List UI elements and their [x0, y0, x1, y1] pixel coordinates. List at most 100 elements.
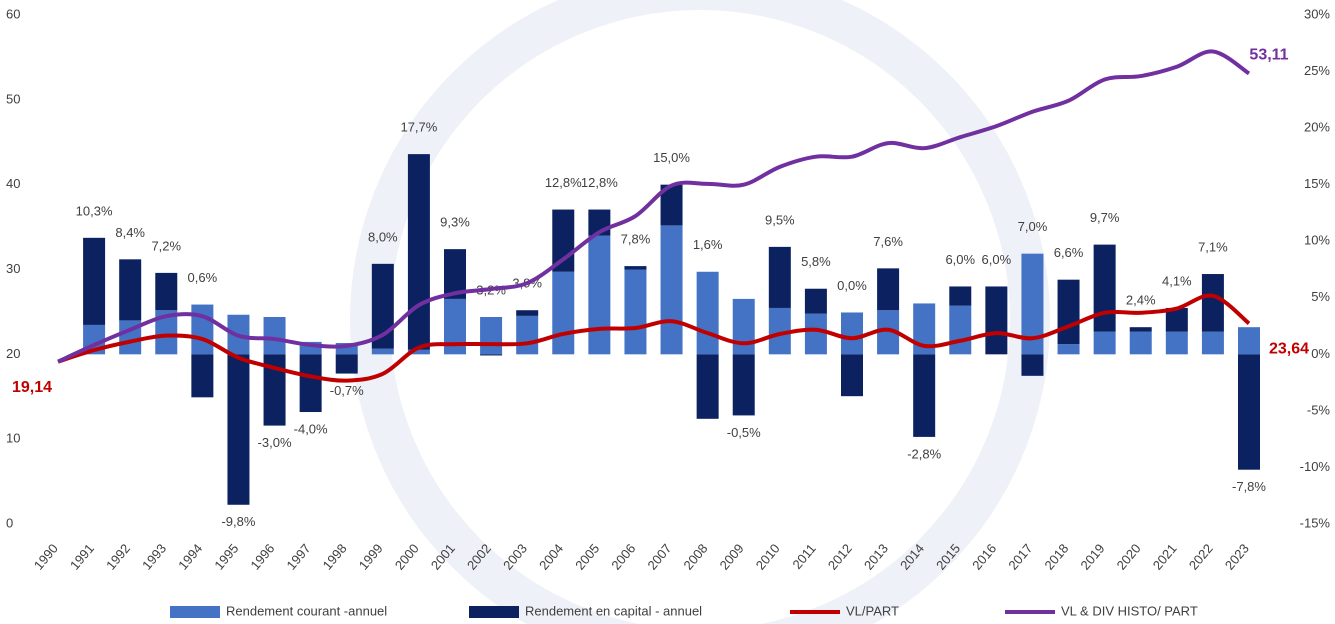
- y2-tick-label: -15%: [1300, 515, 1331, 530]
- bar-total-label: -0,5%: [727, 425, 761, 440]
- y2-tick-label: 30%: [1304, 6, 1330, 21]
- x-tick-label: 2008: [680, 541, 710, 573]
- line: [57, 293, 1251, 383]
- x-tick-label: 2017: [1005, 541, 1035, 573]
- y-tick-label: 10: [6, 431, 20, 446]
- bar: [1165, 331, 1188, 355]
- line: [57, 49, 1251, 364]
- bar: [624, 269, 647, 355]
- x-tick-label: 2022: [1186, 541, 1216, 573]
- bar: [299, 354, 322, 413]
- bar: [335, 343, 358, 355]
- bar: [335, 354, 358, 374]
- end-label: 53,11: [1249, 47, 1288, 64]
- bar: [191, 304, 214, 355]
- x-tick-label: 2023: [1222, 541, 1252, 573]
- x-tick-label: 2011: [789, 541, 818, 572]
- bar: [696, 271, 719, 355]
- bar-total-label: -4,0%: [294, 421, 328, 436]
- bar-total-label: 17,7%: [400, 120, 437, 135]
- bar: [768, 246, 791, 308]
- bar: [155, 272, 178, 311]
- bar-total-label: 5,8%: [801, 254, 831, 269]
- bar: [516, 315, 539, 355]
- bar-total-label: 0,0%: [837, 278, 867, 293]
- x-tick-label: 2003: [500, 541, 530, 573]
- x-tick-label: 1993: [139, 541, 169, 573]
- bar: [1021, 253, 1044, 355]
- bar: [1201, 274, 1224, 332]
- bar-total-label: -3,0%: [258, 435, 292, 450]
- x-tick-label: 2004: [536, 541, 566, 573]
- bar: [877, 268, 900, 311]
- bar: [155, 310, 178, 355]
- bar: [1129, 327, 1152, 332]
- bar: [1093, 331, 1116, 355]
- bar: [227, 354, 250, 505]
- bar: [949, 286, 972, 306]
- bar: [1165, 307, 1188, 332]
- bar: [841, 354, 863, 397]
- y-tick-label: 60: [6, 6, 20, 21]
- bar: [841, 312, 863, 355]
- x-tick-label: 2021: [1150, 541, 1180, 573]
- x-tick-label: 1995: [211, 541, 241, 573]
- bar: [588, 235, 611, 355]
- bar: [913, 354, 936, 437]
- bar: [371, 348, 394, 355]
- bar: [985, 286, 1008, 355]
- bar: [480, 317, 503, 355]
- x-tick-label: 1996: [247, 541, 277, 573]
- bar: [1201, 331, 1224, 355]
- bar-total-label: 7,6%: [873, 234, 903, 249]
- bar-total-label: 7,1%: [1198, 239, 1228, 254]
- bar: [552, 209, 575, 272]
- x-tick-label: 1997: [283, 541, 313, 573]
- bar: [624, 266, 647, 270]
- bar-total-label: 15,0%: [653, 150, 690, 165]
- bar: [407, 154, 430, 350]
- bar: [1129, 331, 1152, 355]
- bar-total-label: -9,8%: [221, 514, 255, 529]
- x-tick-label: 1994: [175, 541, 205, 573]
- bar: [913, 303, 936, 355]
- bar-total-label: 9,3%: [440, 215, 470, 230]
- y-tick-label: 0: [6, 515, 13, 530]
- bar: [516, 310, 539, 316]
- bar: [407, 349, 430, 355]
- y2-tick-label: 15%: [1304, 176, 1330, 191]
- bar-total-label: 7,0%: [1018, 219, 1048, 234]
- y2-tick-label: 5%: [1311, 289, 1330, 304]
- y-tick-label: 40: [6, 176, 20, 191]
- y2-tick-label: 10%: [1304, 233, 1330, 248]
- bar-total-label: 4,1%: [1162, 273, 1192, 288]
- bar: [1057, 344, 1080, 355]
- bar: [660, 225, 683, 355]
- bar-total-label: 6,6%: [1054, 245, 1084, 260]
- y2-tick-label: -5%: [1307, 402, 1331, 417]
- bar: [1238, 354, 1260, 470]
- bar: [804, 288, 827, 314]
- x-tick-label: 1992: [103, 541, 133, 573]
- x-tick-label: 1991: [67, 541, 97, 573]
- bar-total-label: 12,8%: [581, 175, 618, 190]
- y-tick-label: 30: [6, 261, 20, 276]
- legend-label: VL/PART: [846, 603, 899, 618]
- bar: [1238, 327, 1260, 355]
- bar: [696, 354, 719, 419]
- y-tick-label: 20: [6, 346, 20, 361]
- x-tick-label: 2005: [572, 541, 602, 573]
- bar: [1057, 279, 1080, 345]
- bar: [877, 310, 900, 355]
- x-tick-label: 2006: [608, 541, 638, 573]
- bar: [83, 237, 106, 325]
- bar-total-label: 8,0%: [368, 229, 398, 244]
- x-tick-label: 2007: [644, 541, 674, 573]
- bar: [732, 298, 755, 355]
- bar-total-label: 9,7%: [1090, 210, 1120, 225]
- bar: [949, 305, 972, 355]
- x-tick-label: 1990: [31, 541, 61, 573]
- x-tick-label: 2018: [1041, 541, 1071, 573]
- bar: [552, 271, 575, 355]
